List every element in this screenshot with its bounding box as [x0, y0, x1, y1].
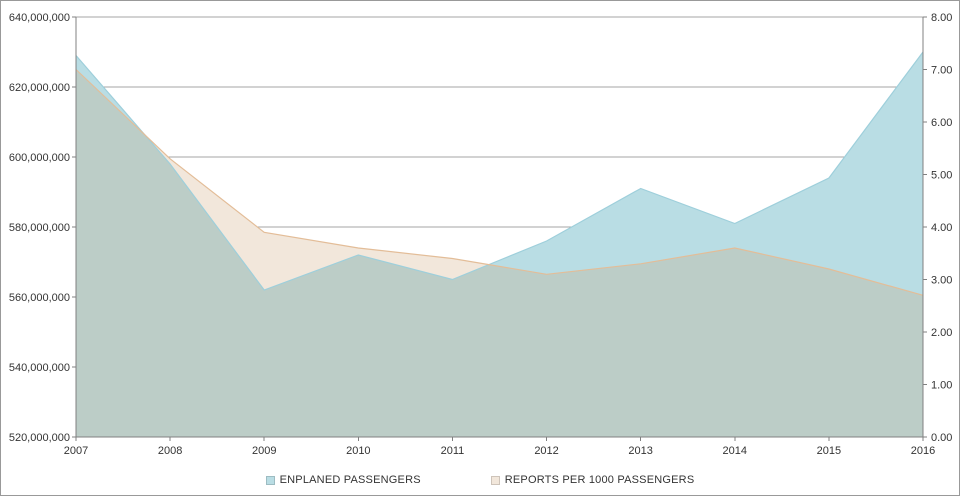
legend: ENPLANED PASSENGERS REPORTS PER 1000 PAS…: [1, 474, 959, 486]
legend-label-enplaned: ENPLANED PASSENGERS: [279, 474, 421, 486]
right-axis-tick-label: 7.00: [931, 65, 952, 77]
overlap-area: [76, 69, 923, 437]
right-axis-tick-label: 5.00: [931, 170, 952, 182]
x-axis-tick-label: 2013: [628, 445, 652, 457]
x-axis-tick-label: 2011: [441, 445, 465, 457]
legend-item-enplaned-passengers: ENPLANED PASSENGERS: [265, 474, 421, 486]
right-axis-tick-label: 6.00: [931, 117, 952, 129]
x-axis-tick-label: 2008: [158, 445, 182, 457]
right-axis-tick-label: 2.00: [931, 327, 952, 339]
left-axis-tick-label: 640,000,000: [9, 12, 70, 24]
legend-swatch-enplaned-icon: [265, 475, 275, 485]
reports-per-1000-line: [75, 69, 924, 296]
right-axis-tick-label: 1.00: [931, 380, 952, 392]
right-axis-tick-label: 3.00: [931, 275, 952, 287]
left-axis-tick-label: 560,000,000: [9, 292, 70, 304]
left-axis-tick-label: 600,000,000: [9, 152, 70, 164]
x-axis-tick-label: 2012: [534, 445, 558, 457]
legend-item-reports-per-1000: REPORTS PER 1000 PASSENGERS: [490, 474, 695, 486]
x-axis-tick-label: 2009: [252, 445, 276, 457]
left-axis-tick-label: 540,000,000: [9, 362, 70, 374]
x-axis-tick-label: 2016: [911, 445, 935, 457]
legend-label-reports: REPORTS PER 1000 PASSENGERS: [504, 474, 695, 486]
right-axis-tick-label: 4.00: [931, 222, 952, 234]
x-axis-tick-label: 2010: [346, 445, 370, 457]
right-axis-tick-label: 8.00: [931, 12, 952, 24]
enplaned-passengers-line: [75, 51, 924, 291]
x-axis-tick-label: 2007: [64, 445, 88, 457]
left-axis-tick-label: 580,000,000: [9, 222, 70, 234]
x-axis-tick-label: 2014: [723, 445, 747, 457]
x-axis-tick-label: 2015: [817, 445, 841, 457]
legend-swatch-reports-icon: [490, 475, 500, 485]
left-axis-tick-label: 620,000,000: [9, 82, 70, 94]
right-axis-tick-label: 0.00: [931, 432, 952, 444]
left-axis-tick-label: 520,000,000: [9, 432, 70, 444]
